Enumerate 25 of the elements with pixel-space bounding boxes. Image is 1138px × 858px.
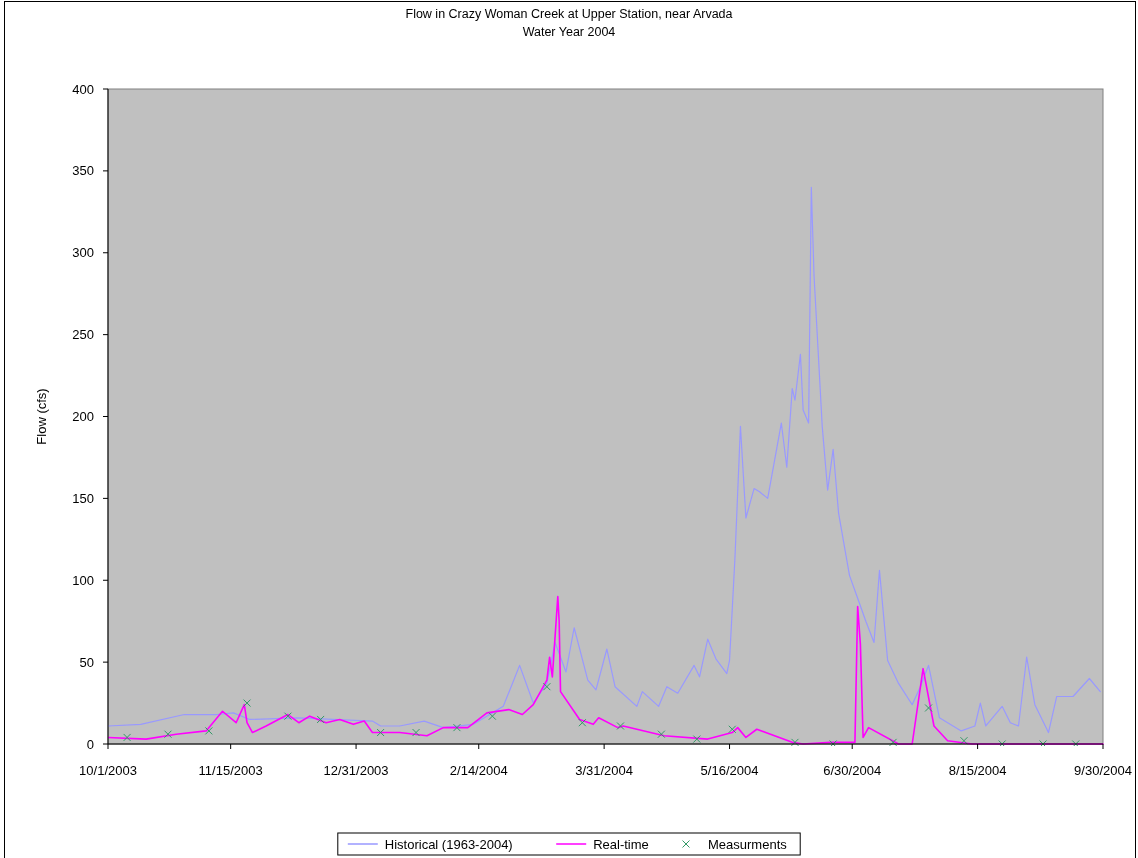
legend-label: Real-time [593, 836, 649, 852]
chart-title: Flow in Crazy Woman Creek at Upper Station, near Arvada [405, 7, 733, 21]
y-tick-label: 0 [86, 736, 94, 752]
legend-label: Historical (1963-2004) [384, 836, 513, 852]
x-tick-label: 2/14/2004 [449, 763, 508, 778]
y-tick-label: 350 [72, 163, 94, 179]
x-tick-label: 12/31/2003 [323, 763, 389, 778]
y-tick-label: 100 [72, 572, 94, 588]
line-series [108, 186, 1101, 734]
x-tick-label: 10/1/2003 [79, 763, 137, 778]
y-tick-label: 150 [72, 490, 94, 506]
y-tick-label: 50 [79, 654, 94, 670]
x-tick-label: 6/30/2004 [823, 763, 882, 778]
x-tick-label: 11/15/2003 [198, 763, 263, 778]
x-tick-label: 8/15/2004 [948, 763, 1007, 778]
y-axis-title: Flow (cfs) [34, 388, 49, 445]
chart-subtitle: Water Year 2004 [522, 25, 616, 39]
x-tick-label: 5/16/2004 [700, 763, 759, 778]
x-tick-label: 9/30/2004 [1074, 763, 1132, 778]
y-tick-label: 250 [72, 327, 94, 343]
y-tick-label: 200 [72, 409, 94, 425]
y-tick-label: 300 [72, 245, 94, 261]
y-tick-label: 400 [72, 81, 94, 97]
x-tick-label: 3/31/2004 [575, 763, 634, 778]
legend-label: Measurments [708, 836, 788, 852]
